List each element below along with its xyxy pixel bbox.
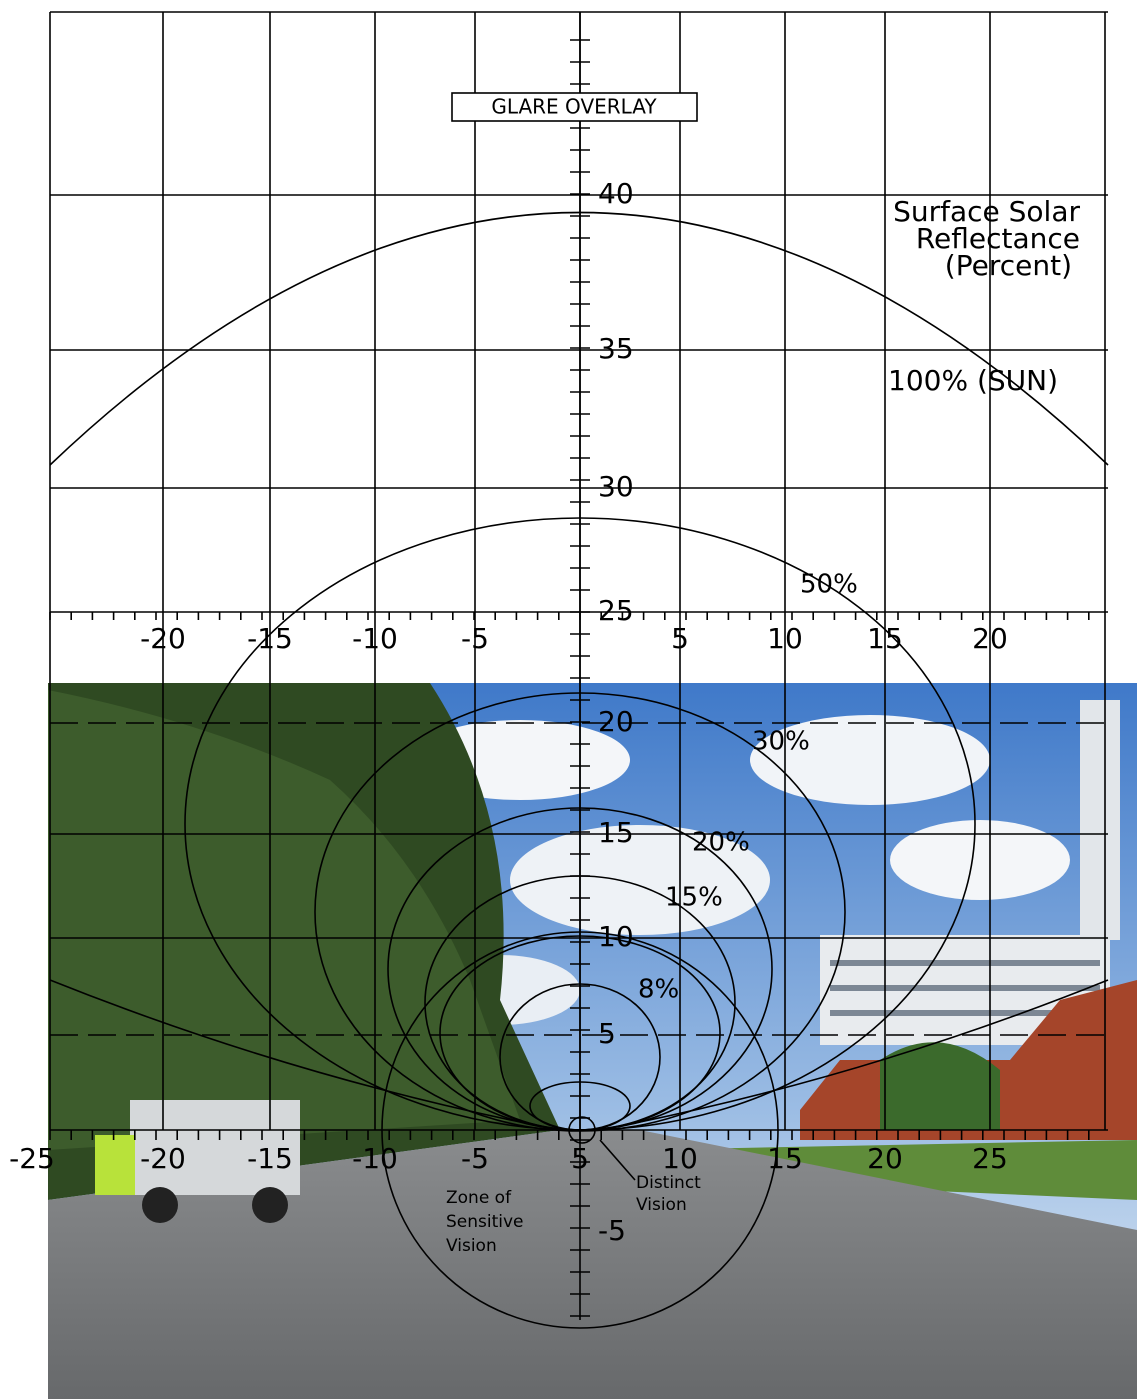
upper-axis-label: 10	[767, 622, 803, 655]
upper-axis-label: 20	[972, 622, 1008, 655]
vertical-axis-label: 15	[598, 816, 634, 849]
lower-axis-label: -15	[247, 1142, 293, 1175]
vertical-axis-label: -5	[598, 1214, 626, 1247]
zone-label: Vision	[446, 1236, 497, 1256]
sun-curve	[49, 211, 1109, 466]
legend-title: Reflectance	[916, 222, 1080, 255]
grid	[49, 11, 1108, 1320]
legend-title: (Percent)	[945, 249, 1072, 282]
lower-axis-label: -5	[461, 1142, 489, 1175]
reflectance-curves	[49, 211, 1109, 1329]
curve	[599, 979, 1109, 1131]
reflectance-curve	[529, 1081, 631, 1131]
zone-label: Distinct	[636, 1173, 701, 1193]
lower-axis-label: 25	[972, 1142, 1008, 1175]
vertical-axis-label: 40	[598, 177, 634, 210]
curve-label: 20%	[692, 828, 750, 858]
lower-axis-label: 20	[867, 1142, 903, 1175]
pointer	[599, 1139, 636, 1181]
zone-label: Zone of	[446, 1188, 512, 1208]
upper-axis-label: -20	[140, 622, 186, 655]
lower-axis-label: 10	[662, 1142, 698, 1175]
vertical-axis-label: 10	[598, 920, 634, 953]
upper-axis-label: -5	[461, 622, 489, 655]
reflectance-curve	[314, 692, 846, 1132]
vertical-axis-label: 35	[598, 332, 634, 365]
vertical-axis-label: 25	[598, 594, 634, 627]
zone-label: Sensitive	[446, 1212, 524, 1232]
curve-label: 100% (SUN)	[888, 364, 1058, 397]
curve-label: 8%	[638, 975, 679, 1005]
distinct-zone	[568, 1116, 596, 1144]
curve-label: 15%	[665, 883, 723, 913]
vertical-axis-label: 20	[598, 705, 634, 738]
curve-label: 30%	[752, 727, 810, 757]
zone-label: Vision	[636, 1195, 687, 1215]
upper-axis-label: -10	[352, 622, 398, 655]
lower-axis-label: -20	[140, 1142, 186, 1175]
labels: -20 -15 -10 -5 5 10 15 20 -25 -20 -15 -10 -5 5 10 15 20 2…	[9, 177, 1080, 1256]
lower-axis-label: -25	[9, 1142, 55, 1175]
lower-axis-label: 5	[571, 1142, 589, 1175]
legend-title: Surface Solar	[893, 195, 1080, 228]
upper-axis-label: 5	[671, 622, 689, 655]
title: GLARE OVERLAY	[491, 95, 657, 119]
street-photo	[48, 683, 1137, 1399]
curve	[49, 979, 561, 1131]
title-box	[451, 92, 698, 122]
vertical-axis-label: 30	[598, 470, 634, 503]
lower-axis-label: 15	[767, 1142, 803, 1175]
curve-label: 50%	[800, 570, 858, 600]
upper-axis-label: 15	[867, 622, 903, 655]
upper-axis-label: -15	[247, 622, 293, 655]
vertical-axis-label: 5	[598, 1017, 616, 1050]
lower-axis-label: -10	[352, 1142, 398, 1175]
sensitive-zone	[381, 931, 779, 1329]
